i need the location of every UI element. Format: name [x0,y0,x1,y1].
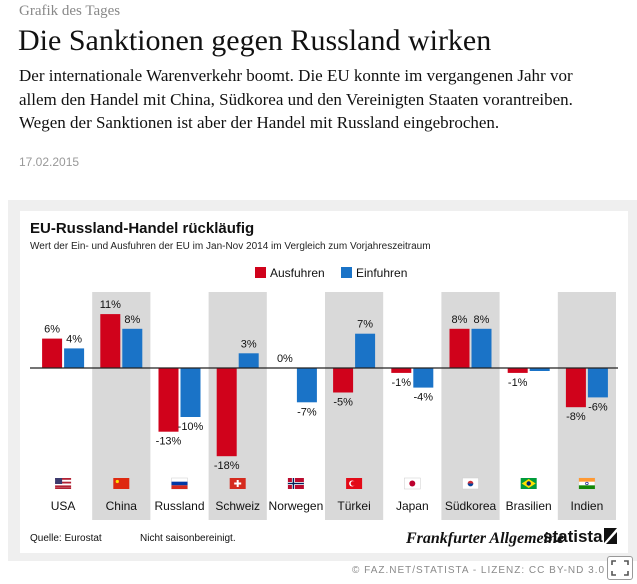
brazil-flag-icon [520,478,537,489]
legend-swatch-einfuhren [341,267,352,278]
south-korea-flag-icon [462,477,479,490]
category-label: USA [51,499,76,513]
value-label: 8% [474,314,490,326]
value-label: 8% [452,314,468,326]
license-credit: © FAZ.NET/STATISTA - LIZENZ: CC BY-ND 3.… [352,565,606,576]
us-flag-icon [55,478,72,489]
bar-einfuhren [355,333,376,368]
value-label: -1% [392,377,412,389]
bar-einfuhren [471,328,492,368]
faz-logo: Frankfurter Allgemeine [405,530,564,547]
bar-ausfuhren [216,368,237,457]
bar-ausfuhren [507,368,528,373]
category-label: Japan [396,499,429,513]
value-label: -6% [588,401,608,413]
value-label: -8% [566,411,586,423]
value-label: 3% [241,338,257,350]
value-label: -18% [214,460,240,472]
seasonal-note: Nicht saisonbereinigt. [140,533,236,544]
headline[interactable]: Die Sanktionen gegen Russland wirken [18,24,492,57]
legend-label-einfuhren: Einfuhren [356,266,407,280]
legend-swatch-ausfuhren [255,267,266,278]
value-label: -1% [508,377,528,389]
legend-label-ausfuhren: Ausfuhren [270,266,325,280]
value-label: -5% [333,397,353,409]
bar-einfuhren [413,368,434,388]
russia-flag-icon [171,477,188,490]
bar-einfuhren [180,368,201,417]
value-label: 8% [124,314,140,326]
bar-chart: EU-Russland-Handel rückläufig Wert der E… [20,211,628,553]
category-label: Südkorea [445,499,497,513]
category-label: Türkei [337,499,370,513]
chart-title: EU-Russland-Handel rückläufig [30,220,254,237]
teaser-text: Der internationale Warenverkehr boomt. D… [19,66,573,132]
category-label: Russland [154,499,204,513]
china-flag-icon [113,478,130,489]
bar-einfuhren [296,368,317,403]
japan-flag-icon [404,477,421,490]
value-label: -7% [297,406,317,418]
statista-logo-mark [604,528,617,543]
value-label: -10% [178,421,204,433]
norway-flag-icon [287,478,304,489]
india-flag-icon [578,477,596,490]
kicker: Grafik des Tages [19,3,121,19]
bar-einfuhren [64,348,85,368]
publish-date: 17.02.2015 [19,155,80,169]
source-note: Quelle: Eurostat [30,533,102,544]
value-label: -13% [156,436,182,448]
bar-ausfuhren [42,338,63,368]
switzerland-flag-icon [229,478,246,489]
statista-logo-mark-2 [606,532,617,544]
bar-ausfuhren [158,368,179,432]
statista-logo: statista [543,527,603,546]
value-label: 6% [44,324,60,336]
bar-einfuhren [238,353,259,368]
value-label: 7% [357,319,373,331]
bar-ausfuhren [333,368,354,393]
bar-einfuhren [587,368,608,398]
category-label: Indien [571,499,604,513]
chart-container: EU-Russland-Handel rückläufig Wert der E… [8,200,637,561]
bar-ausfuhren [449,328,470,368]
value-label: 0% [277,353,293,365]
bar-ausfuhren [565,368,586,408]
value-label: 4% [66,333,82,345]
chart-legend: Ausfuhren Einfuhren [255,266,407,280]
bar-einfuhren [122,328,143,368]
bar-einfuhren [529,368,550,371]
bar-ausfuhren [391,368,412,373]
bar-ausfuhren [100,314,121,368]
turkey-flag-icon [346,478,363,489]
category-label: Norwegen [269,499,324,513]
value-label: 11% [100,299,121,311]
fullscreen-icon[interactable] [607,556,633,580]
value-label: -4% [414,392,434,404]
category-label: China [106,499,138,513]
chart-subtitle: Wert der Ein- und Ausfuhren der EU im Ja… [30,241,431,252]
category-label: Schweiz [215,499,260,513]
category-label: Brasilien [506,499,552,513]
